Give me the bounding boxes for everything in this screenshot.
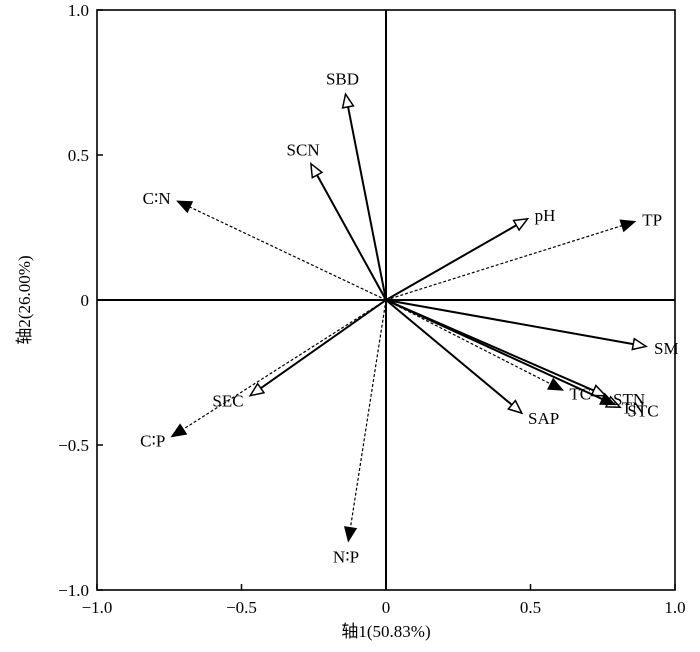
vector-label: SEC [212, 391, 243, 410]
vector-line [385, 299, 634, 346]
vector-arrowhead [248, 382, 266, 397]
x-tick-label: −1.0 [82, 598, 113, 617]
y-tick-label: −0.5 [58, 436, 89, 455]
vector-arrowhead [599, 392, 617, 406]
vector-arrowhead [631, 337, 648, 351]
vector-label: pH [535, 206, 556, 225]
vector-line [316, 174, 387, 301]
y-tick-label: −1.0 [58, 581, 89, 600]
vector-label: TN [622, 399, 645, 418]
vector-line [349, 299, 387, 528]
vector-layer [170, 92, 648, 543]
y-tick-label: 0.5 [68, 146, 89, 165]
vector-arrowhead [547, 377, 565, 391]
vector-label: TC [569, 385, 591, 404]
axis-ticks: −1.0 −0.5 0 0.5 1.0 −1.0 −0.5 0 0.5 1.0 [58, 1, 685, 617]
vector-line [189, 206, 387, 301]
y-tick-label: 1.0 [68, 1, 89, 20]
x-tick-label: 1.0 [664, 598, 685, 617]
vector-label: SCN [287, 141, 320, 160]
vector-line [385, 225, 623, 301]
vector-label: STN [613, 390, 645, 409]
vector-line [385, 224, 517, 301]
y-tick-label: 0 [81, 291, 90, 310]
vector-arrowhead [506, 399, 524, 415]
vector-label: TP [642, 210, 662, 229]
x-tick-label: 0.5 [520, 598, 541, 617]
vector-arrowhead [341, 92, 355, 109]
vector-arrowhead [619, 219, 637, 233]
vector-label: SAP [528, 409, 559, 428]
vector-line [182, 299, 387, 430]
vector-line [260, 299, 387, 390]
vector-label: C∶P [140, 432, 165, 451]
vector-label: STC [627, 402, 658, 421]
y-axis-title: 轴2(26.00%) [15, 255, 34, 344]
vector-line [385, 299, 551, 385]
x-tick-label: 0 [382, 598, 391, 617]
x-tick-label: −0.5 [226, 598, 257, 617]
vector-label: SBD [326, 69, 359, 88]
vector-arrowhead [309, 162, 324, 179]
x-axis-title: 轴1(50.83%) [341, 622, 430, 641]
vector-label: C∶N [143, 189, 171, 208]
vector-arrowhead [512, 217, 530, 232]
vector-arrowhead [590, 384, 608, 397]
vector-label: SM [654, 339, 679, 358]
vector-arrowhead [176, 200, 194, 214]
vector-arrowhead [170, 423, 188, 438]
vector-arrowhead [344, 526, 358, 543]
vector-label: N∶P [333, 548, 359, 567]
vector-line [347, 106, 387, 301]
vector-line [385, 299, 513, 406]
